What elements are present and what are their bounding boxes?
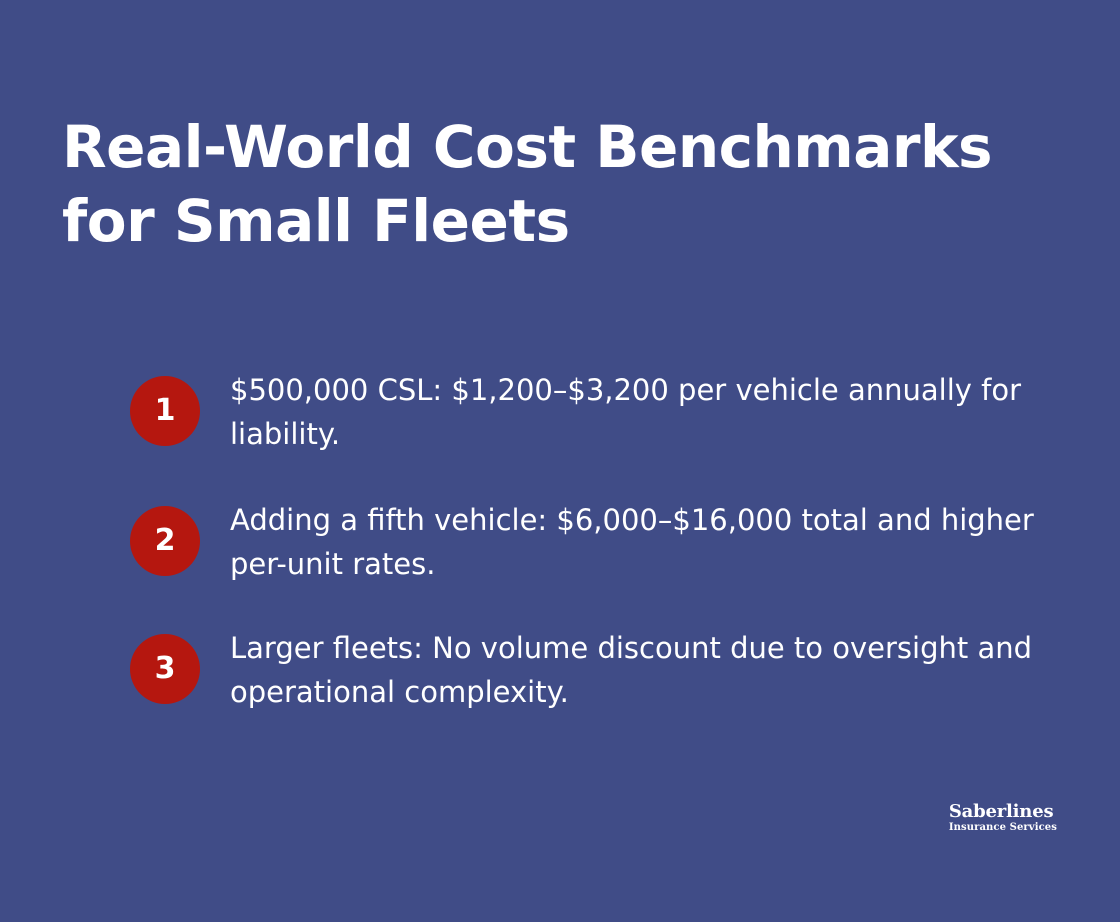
number-badge: 3: [130, 634, 200, 704]
logo-subtitle: Insurance Services: [948, 822, 1057, 833]
list-item-text: Adding a fifth vehicle: $6,000–$16,000 t…: [230, 503, 1034, 581]
brand-logo: Saberlines Insurance Services: [948, 801, 1057, 834]
logo-name: Saberlines: [948, 801, 1054, 822]
page-title: Real-World Cost Benchmarks for Small Fle…: [62, 113, 993, 255]
list-item: 3 Larger fleets: No volume discount due …: [130, 626, 1070, 716]
number-badge: 1: [130, 376, 200, 446]
list-item: 2 Adding a fifth vehicle: $6,000–$16,000…: [130, 498, 1070, 588]
list-item-text: $500,000 CSL: $1,200–$3,200 per vehicle …: [230, 373, 1022, 451]
number-badge: 2: [130, 506, 200, 576]
list-item-text: Larger fleets: No volume discount due to…: [230, 631, 1033, 709]
list-item: 1 $500,000 CSL: $1,200–$3,200 per vehicl…: [130, 368, 1070, 458]
